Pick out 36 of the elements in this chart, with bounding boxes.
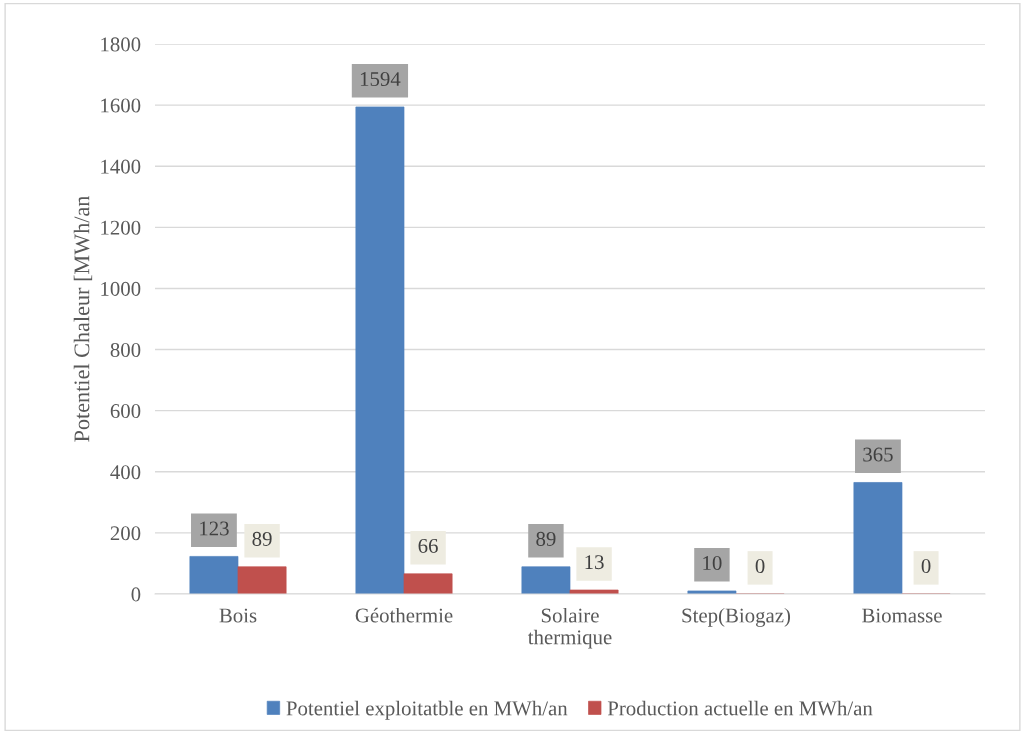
y-axis-title: Potentiel Chaleur [MWh/an — [73, 195, 93, 442]
y-tick-label: 200 — [110, 526, 141, 541]
data-label: 123 — [200, 521, 229, 536]
x-tick-label: Bois — [219, 608, 257, 623]
x-tick-label: Géothermie — [355, 607, 453, 623]
y-tick-label: 1600 — [101, 98, 141, 113]
data-label: 1594 — [360, 72, 401, 87]
y-tick-label: 600 — [110, 404, 141, 419]
y-tick-label: 1200 — [101, 220, 141, 235]
y-tick-label: 1800 — [101, 37, 141, 52]
bar — [355, 106, 405, 594]
legend-label: Production actuelle en MWh/an — [607, 700, 873, 716]
data-label: 89 — [536, 531, 556, 546]
legend-label: Potentiel exploitatble en MWh/an — [286, 700, 568, 720]
x-tick-label: Solaire thermique — [527, 607, 612, 649]
bar — [189, 556, 239, 594]
data-label: 66 — [418, 538, 438, 553]
x-tick-label: Step(Biogaz) — [682, 607, 791, 627]
data-label: 89 — [252, 531, 272, 546]
data-label: 10 — [703, 555, 722, 571]
bar — [403, 573, 453, 594]
bar — [237, 566, 287, 594]
y-tick-label: 1000 — [101, 281, 141, 296]
y-tick-label: 400 — [110, 465, 141, 480]
y-tick-label: 800 — [110, 342, 141, 357]
x-tick-label: Biomasse — [862, 608, 942, 623]
bar — [853, 482, 903, 594]
bar — [569, 589, 619, 594]
y-tick-label: 0 — [131, 587, 141, 602]
data-label: 0 — [755, 559, 765, 574]
data-label: 0 — [921, 559, 931, 574]
y-tick-label: 1400 — [101, 159, 141, 174]
bar — [687, 590, 737, 594]
data-label: 13 — [585, 555, 604, 570]
bar — [521, 566, 571, 594]
data-label: 365 — [863, 447, 893, 462]
